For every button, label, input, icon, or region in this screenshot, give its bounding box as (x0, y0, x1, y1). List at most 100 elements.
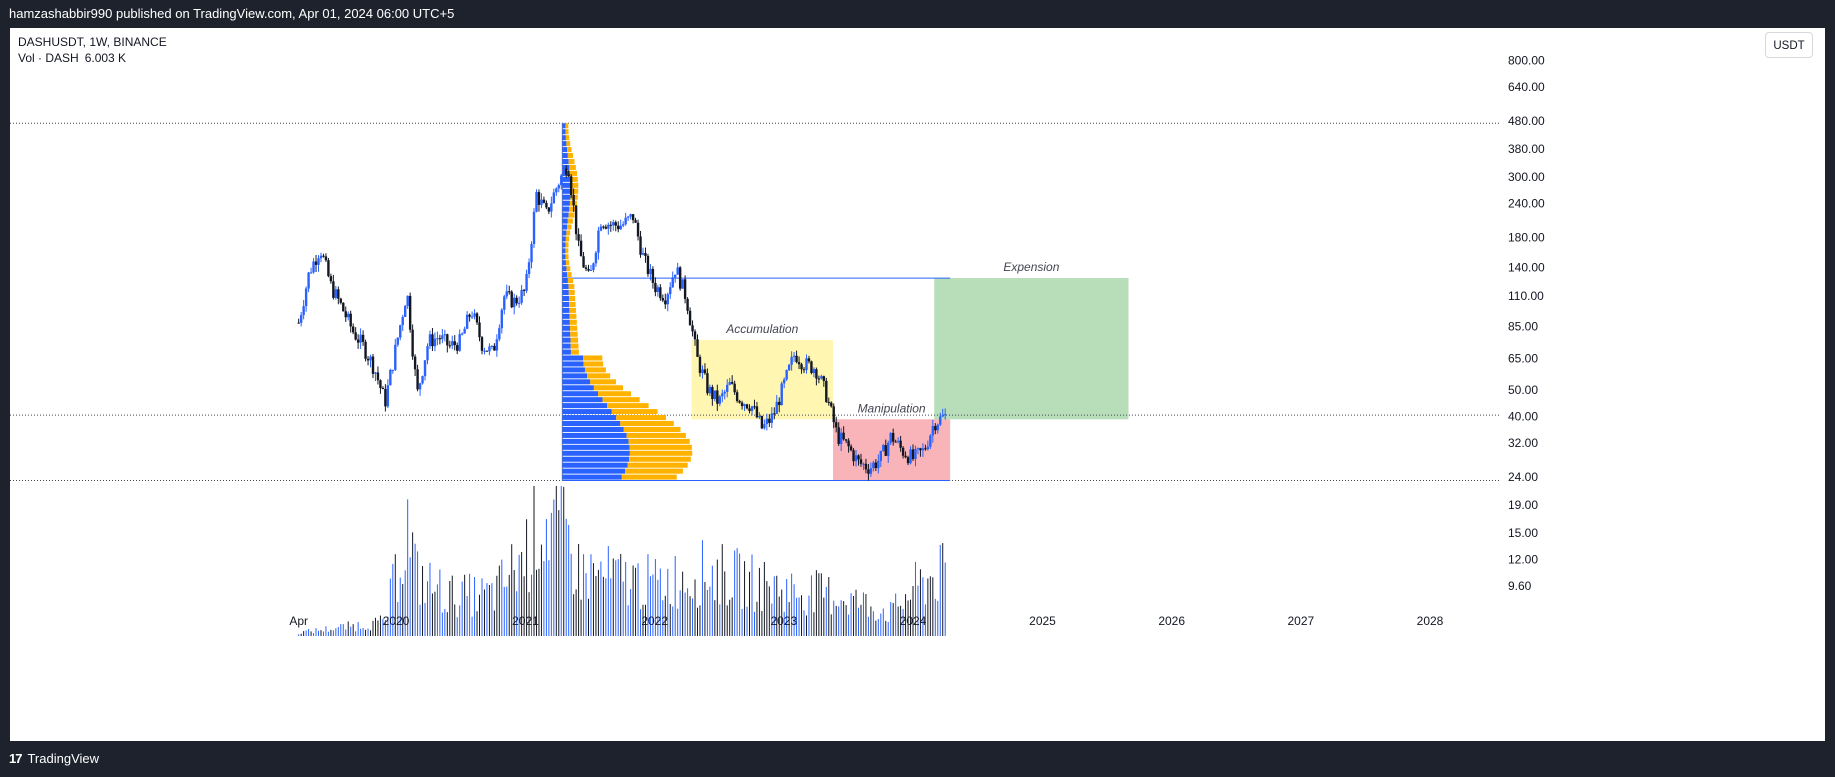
candle-body (750, 406, 754, 412)
candle-body (760, 416, 764, 429)
candle-body (557, 185, 560, 189)
candle-body (366, 358, 370, 361)
zone-manipulation[interactable] (833, 419, 951, 481)
profile-buy-bar (562, 373, 588, 379)
candle-body (651, 268, 655, 283)
candle-body (726, 384, 729, 392)
profile-sell-bar (568, 158, 575, 165)
profile-buy-bar (562, 254, 566, 260)
candle-body (394, 344, 397, 370)
candle-body (716, 390, 719, 404)
candle-body (703, 369, 707, 374)
x-tick-label: Apr (289, 614, 308, 628)
x-tick-label: 2024 (900, 614, 927, 628)
candle-body (859, 459, 863, 464)
candle-body (894, 441, 897, 443)
candle-body (646, 255, 650, 275)
candle-body (844, 439, 848, 441)
profile-sell-bar (570, 331, 578, 337)
candle-body (800, 364, 803, 370)
candle-body (666, 294, 669, 305)
candle-body (941, 415, 944, 417)
candle-body (386, 385, 390, 407)
candle-body (832, 406, 835, 423)
profile-sell-bar (565, 236, 570, 242)
y-tick-label: 180.00 (1508, 231, 1545, 245)
zone-expension[interactable] (934, 278, 1129, 420)
symbol-line: DASHUSDT, 1W, BINANCE (18, 35, 167, 49)
x-tick-label: 2023 (770, 614, 797, 628)
candle-body (470, 316, 474, 318)
profile-buy-bar (562, 397, 603, 403)
candle-body (830, 402, 833, 407)
candle-body (765, 418, 769, 425)
chart-pane[interactable]: Accumulation Manipulation Expension 800.00 6… (10, 28, 1825, 741)
profile-buy-bar (562, 188, 571, 194)
candle-body (792, 355, 796, 357)
profile-sell-bar (568, 284, 575, 290)
candle-body (540, 199, 543, 205)
candle-body (371, 356, 375, 374)
candle-body (817, 378, 821, 380)
candle-body (463, 328, 466, 334)
profile-buy-bar (562, 194, 571, 200)
y-tick-label: 640.00 (1508, 80, 1545, 94)
profile-sell-bar (567, 153, 573, 159)
profile-buy-bar (562, 135, 566, 141)
candle-body (696, 339, 699, 357)
profile-sell-bar (568, 212, 575, 218)
profile-sell-bar (629, 456, 691, 462)
candle-body (411, 329, 414, 357)
chart-legend: DASHUSDT, 1W, BINANCE Vol · DASH 6.003 K (18, 34, 167, 66)
candle-body (550, 203, 553, 212)
profile-sell-bar (569, 307, 576, 313)
profile-buy-bar (562, 313, 570, 319)
y-tick-label: 800.00 (1508, 53, 1545, 67)
candle-body (659, 287, 662, 299)
candle-body (495, 339, 499, 351)
profile-buy-bar (562, 248, 566, 254)
candle-body (921, 448, 925, 451)
profile-buy-bar (562, 147, 568, 153)
candle-body (748, 408, 751, 412)
candle-body (879, 450, 882, 461)
candle-body (698, 356, 702, 373)
candle-body (423, 360, 427, 377)
candle-body (381, 388, 385, 390)
candle-body (909, 449, 912, 464)
profile-buy-bar (562, 349, 571, 355)
candle-body (433, 338, 437, 347)
currency-button[interactable]: USDT (1765, 32, 1813, 58)
candle-body (468, 314, 471, 317)
profile-sell-bar (620, 420, 674, 427)
candle-body (587, 268, 590, 271)
profile-buy-bar (562, 141, 567, 147)
candle-body (678, 267, 682, 289)
candle-body (597, 230, 600, 253)
profile-sell-bar (567, 224, 572, 230)
candle-body (359, 334, 362, 343)
candle-body (498, 328, 501, 340)
profile-buy-bar (562, 182, 571, 188)
profile-buy-bar (562, 272, 568, 278)
candle-body (857, 455, 860, 460)
price-chart[interactable]: Accumulation Manipulation Expension 800.00 6… (10, 28, 1825, 741)
candle-body (438, 338, 442, 340)
profile-sell-bar (570, 349, 579, 355)
profile-sell-bar (565, 123, 569, 129)
y-tick-label: 9.60 (1508, 579, 1532, 593)
candle-body (795, 355, 798, 363)
profile-sell-bar (565, 135, 570, 141)
zone-accumulation[interactable] (691, 340, 834, 420)
x-tick-label: 2028 (1417, 614, 1444, 628)
y-tick-label: 380.00 (1508, 142, 1545, 156)
candle-body (805, 358, 808, 370)
candle-body (354, 332, 357, 340)
candle-body (490, 345, 494, 347)
candle-body (634, 220, 637, 223)
candle-body (545, 202, 548, 208)
candle-body (532, 211, 536, 245)
profile-sell-bar (593, 385, 624, 391)
y-tick-label: 40.00 (1508, 409, 1538, 423)
y-tick-label: 32.00 (1508, 436, 1538, 450)
